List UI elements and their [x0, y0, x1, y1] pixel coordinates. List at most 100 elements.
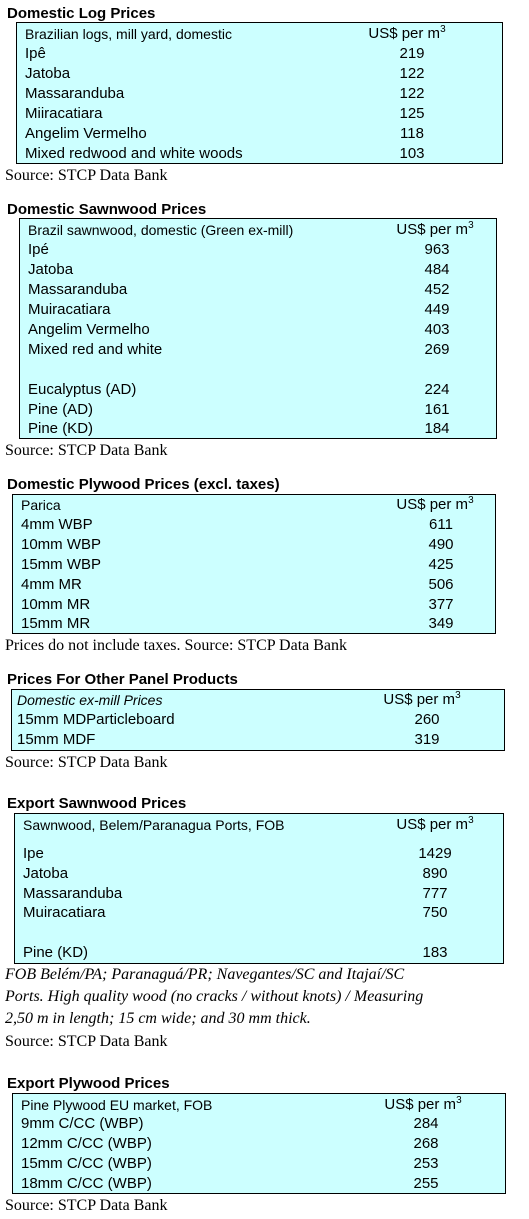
table-row: Mixed redwood and white woods 103 [17, 144, 502, 164]
price-table: Pine Plywood EU market, FOB US$ per m3 9… [12, 1093, 506, 1194]
header-label: Pine Plywood EU market, FOB [21, 1097, 213, 1113]
table-row: Angelim Vermelho 403 [20, 320, 496, 340]
row-value: 255 [413, 1175, 439, 1192]
table-header: Brazil sawnwood, domestic (Green ex-mill… [20, 220, 496, 240]
table-header: Brazilian logs, mill yard, domestic US$ … [17, 24, 502, 44]
row-name: 10mm MR [21, 596, 91, 613]
price-table: Domestic ex-mill Prices US$ per m3 15mm … [11, 689, 505, 751]
section-title: Export Sawnwood Prices [7, 795, 187, 812]
row-name: 15mm C/CC (WBP) [21, 1155, 152, 1172]
row-name: Jatoba [25, 65, 71, 82]
price-table: Sawnwood, Belem/Paranagua Ports, FOB US$… [14, 813, 504, 964]
table-row: 12mm C/CC (WBP) 268 [13, 1134, 505, 1154]
row-value: 484 [424, 261, 450, 278]
price-table: Brazilian logs, mill yard, domestic US$ … [16, 22, 503, 164]
row-value: 963 [424, 241, 450, 258]
table-row: 15mm MR 349 [13, 614, 495, 634]
row-name: Pine (KD) [23, 944, 89, 961]
row-value: 449 [424, 301, 450, 318]
table-row: Angelim Vermelho 118 [17, 124, 502, 144]
table-row: Massaranduba 452 [20, 280, 496, 300]
source-note: Source: STCP Data Bank [5, 167, 168, 184]
row-name: 12mm C/CC (WBP) [21, 1135, 152, 1152]
row-value: 161 [424, 401, 450, 418]
table-row: 15mm MDParticleboard 260 [12, 710, 504, 730]
row-name: 15mm WBP [21, 556, 102, 573]
row-value: 750 [422, 904, 448, 921]
header-unit: US$ per m3 [383, 690, 461, 709]
table-row: 15mm C/CC (WBP) 253 [13, 1154, 505, 1174]
row-name: Massaranduba [23, 885, 123, 902]
footnote-line: Ports. High quality wood (no cracks / wi… [5, 988, 424, 1005]
row-name: Mixed red and white [28, 341, 163, 358]
table-row: Jatoba 484 [20, 260, 496, 280]
source-note: Prices do not include taxes. Source: STC… [5, 637, 348, 654]
section-title: Domestic Plywood Prices (excl. taxes) [7, 476, 280, 493]
row-value: 224 [424, 381, 450, 398]
row-value: 253 [413, 1155, 439, 1172]
table-row: Pine (AD) 161 [20, 400, 496, 420]
header-label: Domestic ex-mill Prices [17, 692, 163, 708]
section-title: Domestic Log Prices [7, 5, 156, 22]
row-value: 425 [428, 556, 454, 573]
header-unit: US$ per m3 [368, 24, 446, 43]
section-title: Domestic Sawnwood Prices [7, 201, 207, 218]
row-name: Jatoba [23, 865, 69, 882]
row-name: 15mm MR [21, 615, 91, 632]
row-value: 377 [428, 596, 454, 613]
price-table: Brazil sawnwood, domestic (Green ex-mill… [19, 218, 497, 439]
row-name: Pine (AD) [28, 401, 94, 418]
price-table: Parica US$ per m3 4mm WBP 611 10mm WBP 490… [12, 494, 496, 634]
row-name: 18mm C/CC (WBP) [21, 1175, 152, 1192]
header-label: Brazil sawnwood, domestic (Green ex-mill… [28, 222, 294, 238]
table-row: Ipe 1429 [15, 844, 503, 864]
row-name: 15mm MDParticleboard [17, 711, 175, 728]
footnote-line: 2,50 m in length; 15 cm wide; and 30 mm … [5, 1010, 311, 1027]
row-value: 319 [414, 731, 440, 748]
header-unit: US$ per m3 [396, 815, 474, 834]
row-name: Eucalyptus (AD) [28, 381, 137, 398]
table-header: Parica US$ per m3 [13, 495, 495, 515]
table-row: Eucalyptus (AD) 224 [20, 380, 496, 400]
header-unit: US$ per m3 [396, 495, 474, 514]
row-name: Ipê [25, 45, 46, 62]
table-header: Pine Plywood EU market, FOB US$ per m3 [13, 1095, 505, 1115]
table-row: Jatoba 890 [15, 864, 503, 884]
table-header: Sawnwood, Belem/Paranagua Ports, FOB US$… [15, 815, 503, 835]
row-value: 268 [413, 1135, 439, 1152]
row-value: 403 [424, 321, 450, 338]
table-row: Miiracatiara 125 [17, 104, 502, 124]
source-note: Source: STCP Data Bank [5, 1197, 168, 1214]
row-value: 349 [428, 615, 454, 632]
italic-footnote: FOB Belém/PA; Paranaguá/PR; Navegantes/S… [5, 964, 519, 1030]
row-name: Miiracatiara [25, 105, 103, 122]
table-row: Ipé 963 [20, 240, 496, 260]
row-name: Jatoba [28, 261, 74, 278]
row-value: 1429 [418, 845, 452, 862]
row-value: 260 [414, 711, 440, 728]
row-name: 10mm WBP [21, 536, 102, 553]
row-name: 4mm MR [21, 576, 82, 593]
row-name: Ipe [23, 845, 44, 862]
row-value: 490 [428, 536, 454, 553]
table-header: Domestic ex-mill Prices US$ per m3 [12, 690, 504, 710]
header-label: Brazilian logs, mill yard, domestic [25, 26, 232, 42]
row-value: 122 [399, 85, 425, 102]
table-row: 15mm WBP 425 [13, 555, 495, 575]
row-value: 777 [422, 885, 448, 902]
table-row: 10mm WBP 490 [13, 535, 495, 555]
section-title: Export Plywood Prices [7, 1075, 170, 1092]
row-value: 269 [424, 341, 450, 358]
row-value: 183 [422, 944, 448, 961]
header-label: Parica [21, 497, 61, 513]
row-value: 219 [399, 45, 425, 62]
table-row: Pine (KD) 183 [15, 943, 503, 963]
table-row: Jatoba 122 [17, 64, 502, 84]
row-value: 184 [424, 420, 450, 437]
source-note: Source: STCP Data Bank [5, 754, 168, 771]
header-label: Sawnwood, Belem/Paranagua Ports, FOB [23, 817, 285, 833]
table-row: 4mm WBP 611 [13, 515, 495, 535]
row-name: Massaranduba [28, 281, 128, 298]
row-value: 103 [399, 145, 425, 162]
table-row: Mixed red and white 269 [20, 340, 496, 360]
